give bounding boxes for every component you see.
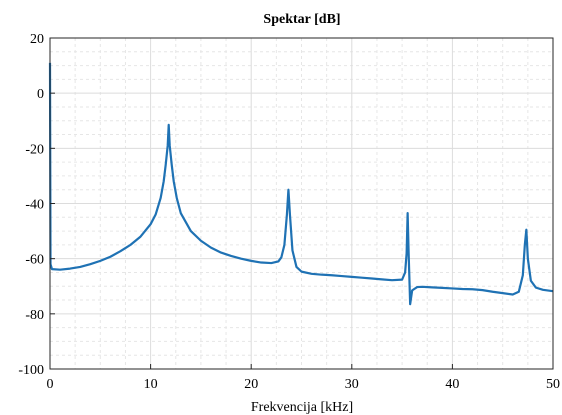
y-tick-label: -20 [25, 142, 44, 157]
x-axis-label: Frekvencija [kHz] [251, 400, 353, 415]
y-tick-label: -60 [25, 253, 44, 268]
x-tick-label: 20 [244, 377, 258, 392]
y-tick-label: 0 [37, 87, 44, 102]
y-axis-ticks: 20 0 -20 -40 -60 -80 -100 [18, 32, 55, 378]
y-tick-label: -80 [25, 308, 44, 323]
y-tick-label: 20 [30, 32, 44, 47]
x-tick-label: 30 [345, 377, 359, 392]
series-layer [48, 62, 554, 306]
x-tick-label: 50 [546, 377, 560, 392]
chart-title: Spektar [dB] [263, 12, 340, 27]
y-tick-label: -40 [25, 198, 44, 213]
x-tick-label: 0 [47, 377, 54, 392]
x-tick-label: 40 [445, 377, 459, 392]
spectrum-series-line [48, 62, 554, 306]
x-tick-label: 10 [144, 377, 158, 392]
y-tick-label: -100 [18, 363, 44, 378]
x-axis-ticks: 0 10 20 30 40 50 [47, 364, 560, 392]
